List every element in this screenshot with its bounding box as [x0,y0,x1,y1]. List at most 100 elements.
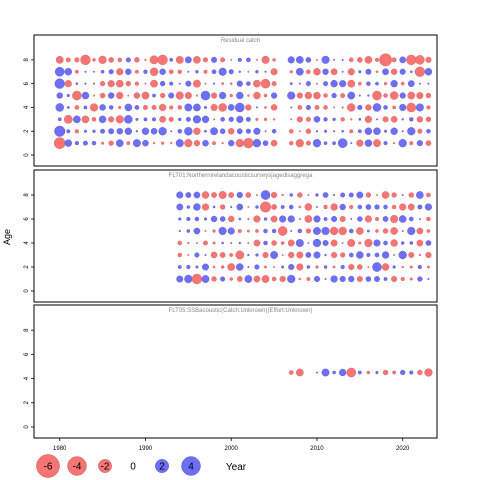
residual-bubble [375,70,379,73]
residual-bubble [426,216,431,222]
residual-bubble [400,369,406,376]
residual-bubble [177,69,182,74]
residual-bubble [316,371,318,374]
residual-bubble [210,215,218,223]
residual-bubble [211,56,218,63]
legend-bubble [155,459,169,473]
residual-bubble [367,266,370,268]
residual-bubble [176,191,184,199]
residual-bubble [315,265,319,269]
residual-bubble [245,192,252,198]
legend-bubble [98,459,112,473]
residual-bubble [316,82,318,85]
residual-bubble [254,264,260,270]
residual-bubble [298,82,301,85]
residual-bubble [281,193,284,197]
residual-bubble [356,139,364,147]
residual-bubble [255,253,259,257]
residual-bubble [375,370,379,375]
residual-bubble [280,205,285,209]
residual-bubble [382,369,389,376]
residual-bubble [75,69,79,74]
residual-bubble [221,82,225,86]
residual-bubble [358,94,361,97]
residual-bubble [347,68,355,76]
residual-bubble [332,141,336,146]
y-tick-label: 0 [24,153,30,157]
y-tick-label: 0 [24,289,30,293]
residual-bubble [177,240,183,246]
residual-bubble [373,239,381,247]
residual-bubble [406,102,417,113]
residual-bubble [253,239,261,247]
residual-bubble [74,141,79,146]
panel-frame [33,34,438,167]
residual-bubble [332,370,336,375]
residual-bubble [408,216,414,222]
residual-bubble [391,192,397,198]
residual-bubble [400,241,405,245]
residual-bubble [323,217,328,221]
residual-bubble [347,103,356,112]
residual-bubble [175,139,184,148]
residual-bubble [204,230,207,232]
residual-bubble [211,69,217,75]
residual-bubble [116,91,124,100]
residual-bubble [323,117,328,122]
residual-bubble [313,116,321,123]
x-tick-label: 1980 [53,446,67,452]
residual-bubble [366,229,370,233]
residual-bubble [374,216,380,222]
residual-bubble [306,69,311,75]
residual-bubble [277,226,288,236]
panel-title: Residual catch [221,38,260,44]
residual-bubble [219,252,226,258]
residual-bubble [356,227,364,235]
residual-bubble [117,57,123,63]
residual-bubble [228,192,235,198]
residual-bubble [143,69,148,74]
residual-bubble [210,103,218,111]
y-tick-label: 6 [24,217,30,221]
residual-bubble [175,55,184,64]
residual-bubble [238,70,241,73]
residual-bubble [210,251,218,259]
residual-bubble [426,128,431,134]
residual-bubble [212,205,216,209]
residual-bubble [108,116,115,123]
residual-bubble [221,142,224,145]
residual-bubble [296,368,304,377]
residual-bubble [381,191,390,199]
residual-bubble [379,53,392,67]
residual-bubble [365,276,372,282]
x-axis: 1980 1990 2000 2010 2020 [53,438,410,452]
residual-bubble [135,117,139,121]
residual-bubble [287,215,295,223]
residual-bubble [228,69,234,75]
residual-bubble [116,68,124,76]
residual-bubble [358,70,362,74]
residual-bubble [169,81,174,86]
residual-bubble [306,265,311,269]
residual-bubble [357,204,363,210]
residual-bubble [127,94,130,97]
panel-2: FLT01:Northernirelandacousticsurveysjage… [24,169,438,303]
residual-bubble [350,142,353,145]
residual-bubble [305,104,311,110]
residual-bubble [407,127,416,136]
residual-bubble [305,81,311,87]
legend: -6 -4 -2 0 2 4 Year [36,454,247,478]
residual-bubble [108,57,114,63]
x-tick-label: 2000 [225,446,239,452]
residual-bubble [383,141,388,146]
residual-bubble [399,68,406,75]
residual-bubble [212,241,216,245]
residual-bubble [296,92,303,99]
residual-bubble [296,251,304,259]
residual-bubble [115,115,124,124]
residual-bubble [132,139,141,148]
residual-bubble [247,241,250,245]
residual-bubble [383,105,388,110]
residual-bubble [391,57,397,63]
residual-bubble [260,190,271,200]
